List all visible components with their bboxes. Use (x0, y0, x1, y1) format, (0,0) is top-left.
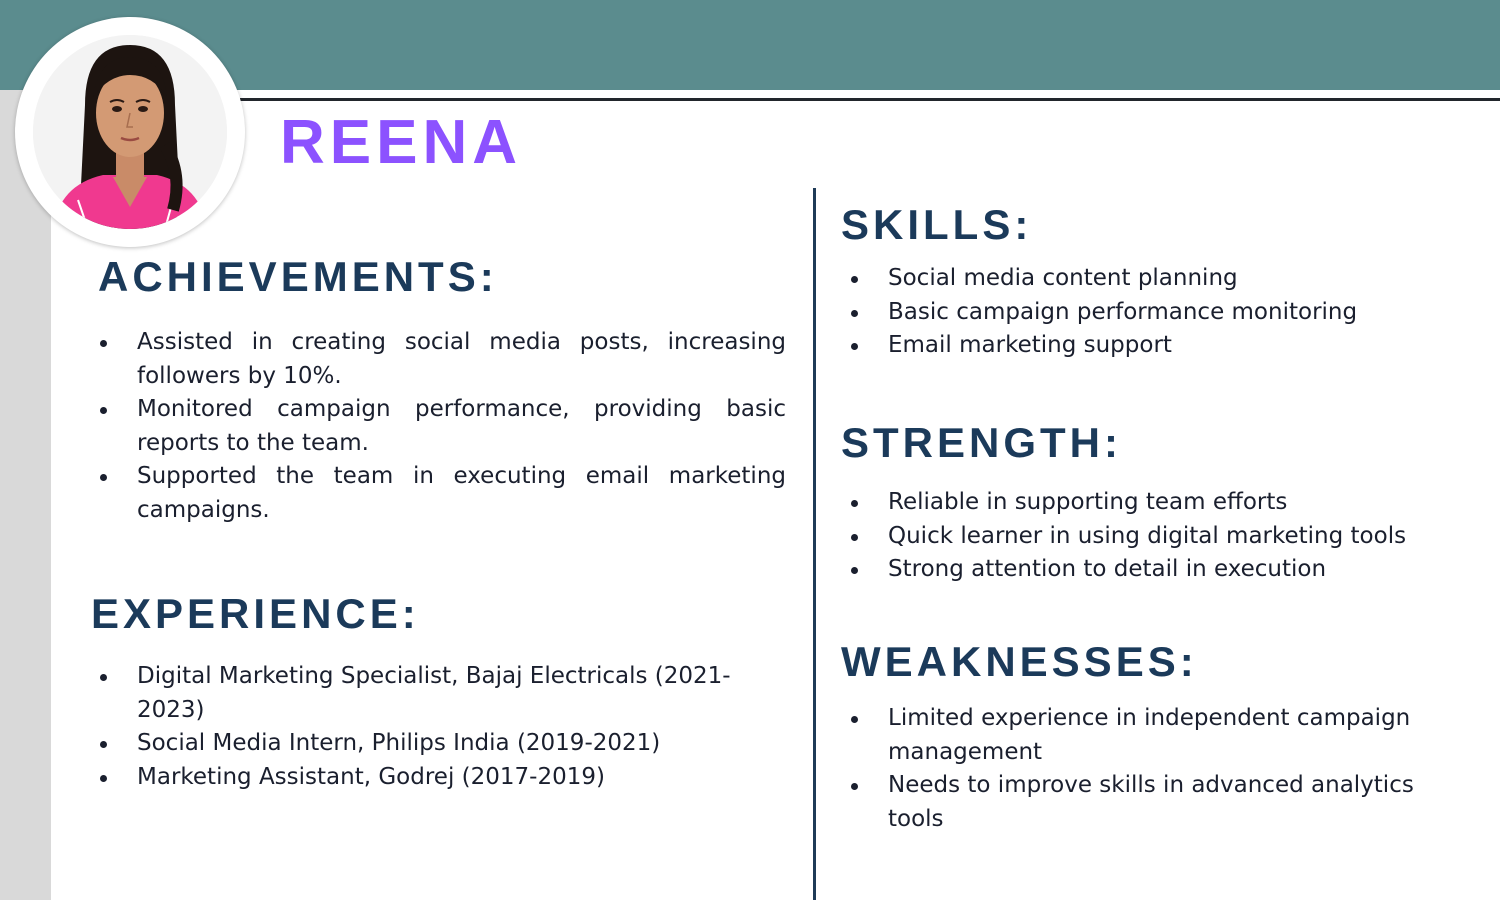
strength-heading: STRENGTH: (841, 419, 1122, 466)
list-item: Basic campaign performance monitoring (846, 296, 1486, 330)
list-item: Quick learner in using digital marketing… (846, 520, 1486, 554)
list-item: Social Media Intern, Philips India (2019… (95, 727, 786, 761)
list-item: Strong attention to detail in execution (846, 553, 1486, 587)
list-item: Monitored campaign performance, providin… (95, 393, 786, 460)
profile-photo (33, 35, 227, 229)
column-divider (813, 188, 816, 900)
list-item: Marketing Assistant, Godrej (2017-2019) (95, 761, 786, 795)
experience-heading: EXPERIENCE: (91, 590, 420, 637)
weaknesses-list: Limited experience in independent campai… (846, 702, 1476, 836)
list-item: Social media content planning (846, 262, 1486, 296)
strength-list: Reliable in supporting team efforts Quic… (846, 486, 1486, 587)
list-item: Supported the team in executing email ma… (95, 460, 786, 527)
experience-list: Digital Marketing Specialist, Bajaj Elec… (95, 660, 786, 794)
list-item: Digital Marketing Specialist, Bajaj Elec… (95, 660, 786, 727)
achievements-heading: ACHIEVEMENTS: (98, 253, 498, 300)
list-item: Needs to improve skills in advanced anal… (846, 769, 1476, 836)
header-rule (240, 98, 1500, 101)
weaknesses-heading: WEAKNESSES: (841, 638, 1198, 685)
avatar (33, 35, 227, 229)
list-item: Limited experience in independent campai… (846, 702, 1476, 769)
side-strip (0, 90, 51, 900)
list-item: Email marketing support (846, 329, 1486, 363)
skills-list: Social media content planning Basic camp… (846, 262, 1486, 363)
candidate-name: REENA (280, 108, 523, 177)
header-bar (0, 0, 1500, 90)
list-item: Reliable in supporting team efforts (846, 486, 1486, 520)
skills-heading: SKILLS: (841, 201, 1033, 248)
achievements-list: Assisted in creating social media posts,… (95, 326, 786, 527)
list-item: Assisted in creating social media posts,… (95, 326, 786, 393)
